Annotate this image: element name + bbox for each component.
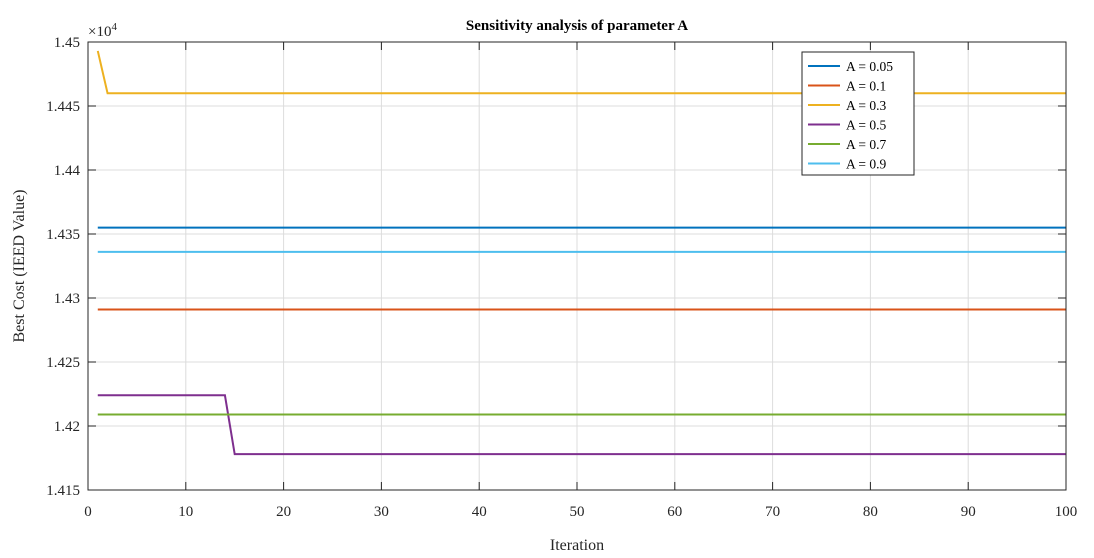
y-tick-label: 1.45: [54, 35, 80, 51]
x-tick-label: 100: [1055, 504, 1078, 520]
legend-label: A = 0.05: [846, 59, 893, 74]
x-tick-label: 90: [961, 504, 976, 520]
y-tick-label: 1.415: [46, 483, 80, 499]
y-tick-label: 1.43: [54, 291, 80, 307]
series-lines: [96, 50, 1066, 456]
x-tick-label: 50: [570, 504, 585, 520]
series-line: [97, 394, 1066, 456]
ticks: 0 10 20 30 40 50 60 70 80 90 100 1.415 1.42 1.425 1.43…: [46, 35, 1077, 520]
legend-label: A = 0.1: [846, 79, 886, 94]
x-tick-label: 10: [178, 504, 193, 520]
chart-title: Sensitivity analysis of parameter A: [466, 18, 688, 34]
x-tick-label: 20: [276, 504, 291, 520]
y-axis-exponent: ×104: [88, 21, 117, 40]
x-tick-label: 70: [765, 504, 780, 520]
legend-label: A = 0.3: [846, 98, 886, 113]
x-tick-label: 60: [667, 504, 682, 520]
x-axis-title: Iteration: [550, 537, 604, 554]
y-exponent-power: 4: [111, 21, 117, 33]
y-axis-title: Best Cost (IEED Value): [11, 189, 28, 342]
x-tick-label: 0: [84, 504, 92, 520]
y-tick-label: 1.435: [46, 227, 80, 243]
legend: A = 0.05 A = 0.1 A = 0.3 A = 0.5 A = 0.7 A = …: [801, 51, 915, 176]
legend-label: A = 0.7: [846, 137, 886, 152]
legend-label: A = 0.5: [846, 118, 886, 133]
x-tick-label: 40: [472, 504, 487, 520]
grid: [88, 42, 1066, 490]
y-tick-label: 1.42: [54, 419, 80, 435]
legend-box: [801, 51, 915, 176]
x-tick-label: 80: [863, 504, 878, 520]
y-tick-label: 1.44: [54, 163, 81, 179]
x-tick-label: 30: [374, 504, 389, 520]
y-exponent-base: ×10: [88, 24, 111, 40]
series-line: [96, 50, 1066, 95]
legend-label: A = 0.9: [846, 157, 886, 172]
y-tick-label: 1.425: [46, 355, 80, 371]
y-tick-label: 1.445: [46, 99, 80, 115]
